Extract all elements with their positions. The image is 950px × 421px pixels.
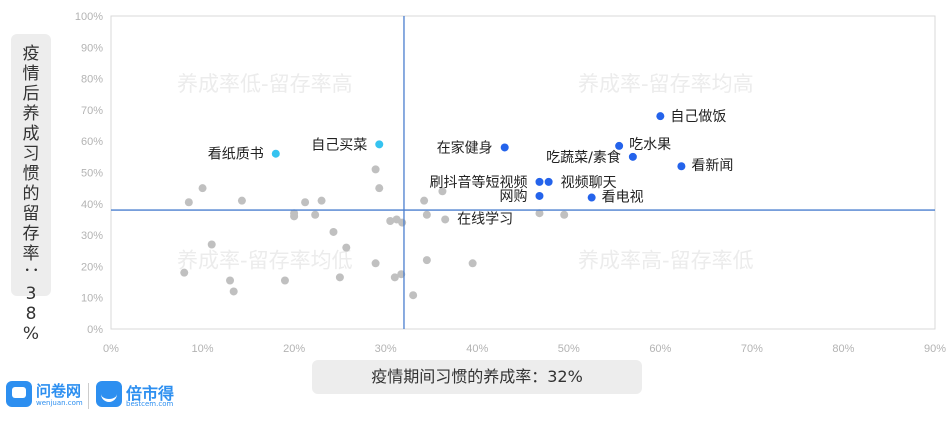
bestcem-logo-name: 倍市得 bbox=[126, 384, 175, 403]
data-point-labeled bbox=[441, 215, 450, 224]
data-point-label: 看纸质书 bbox=[208, 147, 264, 163]
bestcem-logo-icon bbox=[96, 381, 122, 407]
data-point-labeled bbox=[656, 112, 665, 121]
x-tick-label: 70% bbox=[741, 343, 763, 355]
logo-divider bbox=[88, 383, 89, 409]
wenjuan-logo-icon bbox=[6, 381, 32, 407]
data-point bbox=[371, 165, 380, 174]
data-point bbox=[317, 196, 326, 205]
data-point-label: 吃蔬菜/素食 bbox=[546, 149, 621, 166]
data-point bbox=[386, 217, 395, 226]
data-point bbox=[409, 291, 418, 300]
data-point bbox=[198, 184, 207, 193]
data-point-labeled bbox=[535, 191, 544, 200]
data-point-label: 吃水果 bbox=[629, 137, 671, 153]
data-point bbox=[375, 184, 384, 193]
data-point bbox=[280, 276, 289, 285]
y-tick-label: 40% bbox=[81, 199, 103, 211]
data-point bbox=[226, 276, 235, 285]
x-tick-label: 30% bbox=[375, 343, 397, 355]
data-point bbox=[290, 212, 299, 221]
y-tick-label: 80% bbox=[81, 74, 103, 86]
y-tick-label: 30% bbox=[81, 230, 103, 242]
data-point bbox=[335, 273, 344, 282]
data-point bbox=[311, 210, 320, 219]
y-tick-label: 60% bbox=[81, 136, 103, 148]
data-point-labeled bbox=[500, 143, 509, 152]
data-point bbox=[420, 196, 429, 205]
x-axis-label-box: 疫情期间习惯的养成率：32% bbox=[312, 360, 642, 394]
x-tick-label: 90% bbox=[924, 343, 946, 355]
y-tick-label: 10% bbox=[81, 293, 103, 305]
data-point-labeled bbox=[587, 193, 596, 202]
quadrant-label-bottom-right: 养成率高-留存率低 bbox=[578, 248, 754, 272]
data-point bbox=[180, 268, 189, 277]
data-point-labeled bbox=[615, 141, 624, 150]
data-point-label: 在家健身 bbox=[437, 139, 493, 156]
data-point bbox=[207, 240, 216, 249]
y-tick-label: 90% bbox=[81, 42, 103, 54]
data-point-label: 视频聊天 bbox=[561, 175, 617, 191]
data-point bbox=[422, 256, 431, 265]
x-tick-label: 80% bbox=[832, 343, 854, 355]
y-tick-label: 100% bbox=[75, 11, 103, 23]
data-point-labeled bbox=[677, 162, 686, 171]
x-tick-label: 20% bbox=[283, 343, 305, 355]
data-point bbox=[535, 209, 544, 218]
quadrant-label-top-left: 养成率低-留存率高 bbox=[177, 72, 353, 96]
x-tick-label: 60% bbox=[649, 343, 671, 355]
data-point-label: 在线学习 bbox=[457, 211, 513, 227]
quadrant-label-bottom-left: 养成率-留存率均低 bbox=[177, 248, 353, 272]
data-point bbox=[229, 287, 238, 296]
data-point-labeled bbox=[628, 152, 637, 161]
data-point bbox=[397, 270, 406, 279]
y-tick-label: 0% bbox=[87, 324, 103, 336]
y-tick-label: 20% bbox=[81, 261, 103, 273]
x-axis-label: 疫情期间习惯的养成率：32% bbox=[371, 367, 583, 386]
wenjuan-logo-url: wenjuan.com bbox=[36, 399, 83, 407]
data-point bbox=[438, 187, 447, 196]
y-axis-label-box: 疫情后养成习惯的留存率： 3 8% bbox=[11, 34, 51, 344]
data-point bbox=[237, 196, 246, 205]
plot-area-frame bbox=[110, 15, 936, 330]
data-point bbox=[398, 218, 407, 227]
data-point-labeled bbox=[375, 140, 384, 149]
data-point bbox=[184, 198, 193, 207]
data-point bbox=[371, 259, 380, 268]
x-tick-label: 40% bbox=[466, 343, 488, 355]
data-point-label: 看新闻 bbox=[691, 158, 733, 174]
data-point bbox=[422, 210, 431, 219]
data-point bbox=[468, 259, 477, 268]
wenjuan-logo: 问卷网 wenjuan.com bbox=[6, 378, 88, 414]
data-point bbox=[342, 243, 351, 252]
y-tick-label: 50% bbox=[81, 168, 103, 180]
data-point-labeled bbox=[544, 177, 553, 186]
y-tick-label: 70% bbox=[81, 105, 103, 117]
data-point-label: 自己买菜 bbox=[311, 137, 367, 153]
data-point-label: 看电视 bbox=[602, 190, 644, 206]
bestcem-logo: 倍市得 bestcem.com bbox=[96, 378, 186, 414]
data-point-label: 自己做饭 bbox=[670, 109, 726, 125]
data-point-labeled bbox=[535, 177, 544, 186]
x-tick-label: 50% bbox=[558, 343, 580, 355]
data-point-label: 网购 bbox=[499, 189, 527, 205]
quadrant-label-top-right: 养成率-留存率均高 bbox=[578, 72, 754, 96]
wenjuan-logo-name: 问卷网 bbox=[36, 382, 82, 400]
x-tick-label: 10% bbox=[192, 343, 214, 355]
data-point bbox=[390, 273, 399, 282]
data-point bbox=[301, 198, 310, 207]
data-point bbox=[560, 210, 569, 219]
y-axis-label: 疫情后养成习惯的留存率： 3 8% bbox=[21, 44, 41, 344]
x-tick-label: 0% bbox=[103, 343, 119, 355]
bestcem-logo-url: bestcem.com bbox=[126, 400, 174, 408]
data-point-labeled bbox=[271, 149, 280, 158]
data-point-label: 刷抖音等短视频 bbox=[429, 174, 527, 191]
data-point bbox=[329, 227, 338, 236]
